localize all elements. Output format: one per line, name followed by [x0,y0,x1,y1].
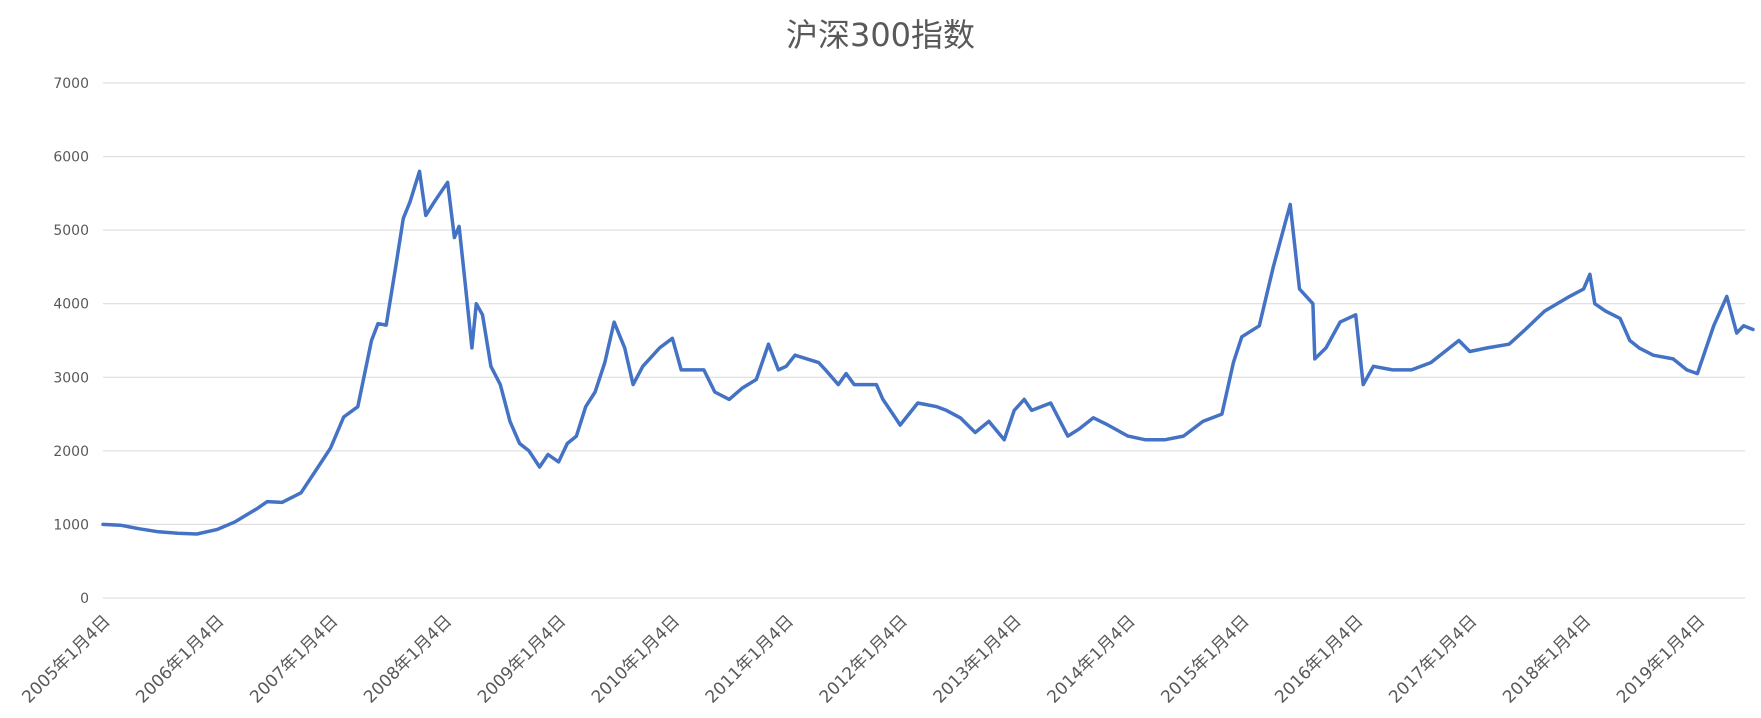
x-tick-label: 2015年1月4日 [1157,611,1253,707]
x-tick-label: 2005年1月4日 [18,611,114,707]
y-tick-label: 5000 [53,223,89,239]
gridlines [103,82,1745,599]
x-tick-label: 2012年1月4日 [816,611,912,707]
y-tick-label: 1000 [53,517,89,533]
y-tick-label: 6000 [53,150,89,166]
y-tick-label: 3000 [53,370,89,386]
y-tick-label: 2000 [53,444,89,460]
x-tick-label: 2018年1月4日 [1499,611,1595,707]
x-tick-label: 2009年1月4日 [474,611,570,707]
series-layer [101,169,1755,536]
x-tick-label: 2011年1月4日 [702,611,798,707]
series-line [101,169,1755,536]
x-tick-label: 2006年1月4日 [132,611,228,707]
x-tick-label: 2014年1月4日 [1044,611,1140,707]
y-tick-label: 7000 [53,76,89,92]
y-tick-label: 0 [80,591,89,607]
y-tick-label: 4000 [53,297,89,313]
x-tick-label: 2019年1月4日 [1613,611,1709,707]
x-tick-label: 2007年1月4日 [246,611,342,707]
x-axis-tick-labels: 2005年1月4日 2006年1月4日 2007年1月4日 2008年1月4日 2009… [18,611,1709,707]
x-tick-label: 2017年1月4日 [1385,611,1481,707]
x-tick-label: 2013年1月4日 [930,611,1026,707]
chart-title: 沪深300指数 [785,16,976,54]
x-tick-label: 2010年1月4日 [588,611,684,707]
y-axis-tick-labels: 0 1000 2000 3000 4000 5000 6000 7000 [53,76,89,607]
x-tick-label: 2016年1月4日 [1271,611,1367,707]
x-tick-label: 2008年1月4日 [360,611,456,707]
